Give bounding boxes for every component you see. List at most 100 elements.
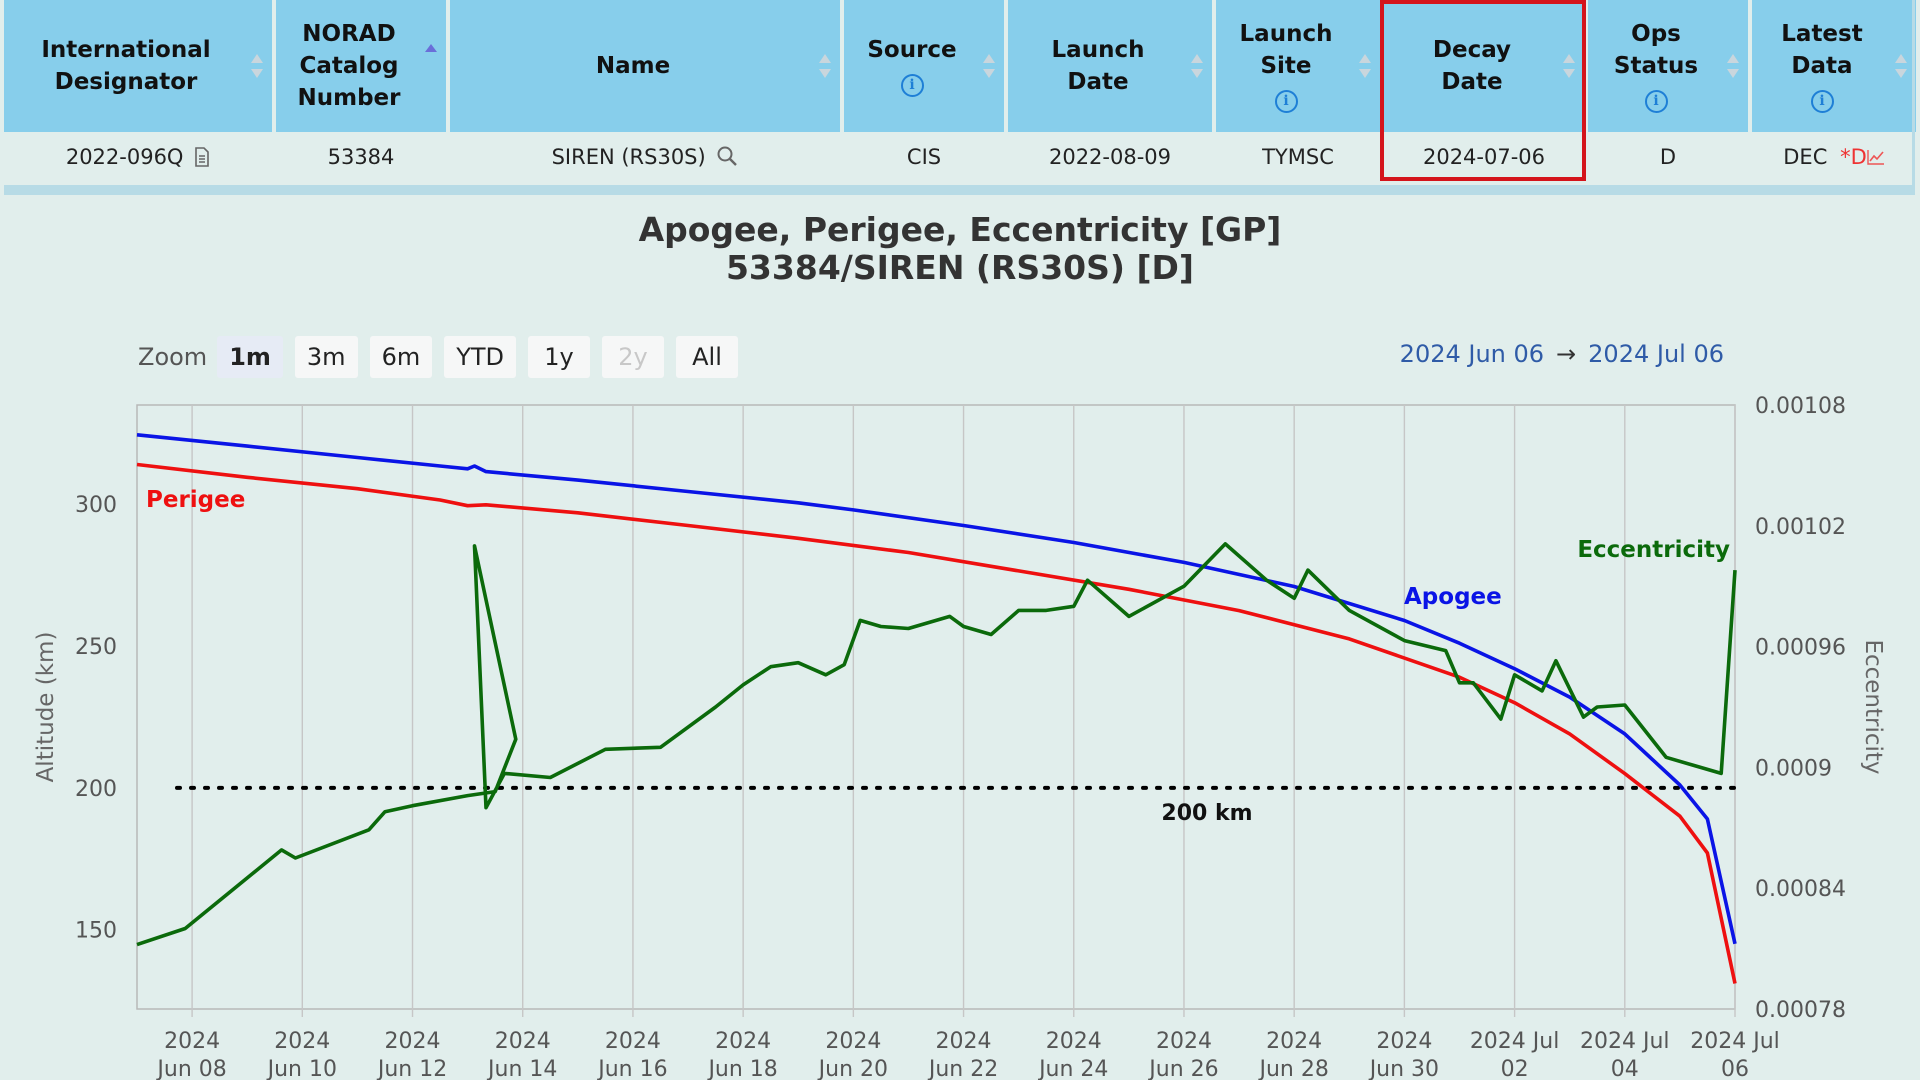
document-icon[interactable]: [194, 147, 210, 167]
zoom-button-ytd[interactable]: YTD: [444, 336, 517, 378]
sort-ascending-icon[interactable]: [424, 44, 438, 76]
x-tick-label: 2024 Jun 26: [1147, 1029, 1218, 1080]
latest-data-flag[interactable]: *D: [1840, 145, 1867, 169]
x-tick-label-line: 04: [1611, 1057, 1639, 1080]
y2-tick-label: 0.00096: [1755, 636, 1846, 661]
x-tick-label: 2024 Jun 14: [486, 1029, 557, 1080]
y-axis-label: Altitude (km): [33, 632, 59, 783]
zoom-button-1m[interactable]: 1m: [217, 336, 283, 378]
x-tick-label-line: Jun 26: [1147, 1057, 1218, 1080]
column-header-label: International Designator: [41, 37, 211, 95]
column-header-label: Name: [595, 53, 671, 79]
x-tick-label-line: 2024: [164, 1029, 220, 1054]
y2-tick-label: 0.00084: [1755, 877, 1846, 902]
column-header-label: NORAD Catalog Number: [297, 21, 401, 111]
sort-icon[interactable]: [250, 50, 264, 82]
x-tick-label-line: Jun 10: [266, 1057, 337, 1080]
cell-launch-site: TYMSC: [1216, 132, 1380, 182]
column-header-international-designator[interactable]: International Designator: [4, 0, 272, 132]
y-tick-label: 200: [75, 777, 117, 802]
column-header-latest-data[interactable]: Latest Data i: [1752, 0, 1916, 132]
column-header-launch-date[interactable]: Launch Date: [1008, 0, 1212, 132]
y2-tick-label: 0.00108: [1755, 394, 1846, 419]
x-tick-label-line: 2024 Jul: [1690, 1029, 1780, 1054]
cell-decay-date: 2024-07-06: [1384, 132, 1584, 182]
cell-ops-status: D: [1588, 132, 1748, 182]
series-line-apogee: [136, 433, 1737, 945]
zoom-button-6m[interactable]: 6m: [369, 336, 433, 378]
series-line-eccentricity: [136, 542, 1737, 947]
x-tick-label: 2024 Jul 06: [1690, 1029, 1780, 1080]
plot-border: [136, 404, 1736, 1010]
info-icon[interactable]: i: [1274, 90, 1298, 113]
x-tick-label: 2024 Jun 18: [706, 1029, 777, 1080]
sort-icon[interactable]: [1726, 50, 1740, 82]
cell-launch-date: 2022-08-09: [1008, 132, 1212, 182]
range-arrow-icon: →: [1556, 340, 1577, 368]
label-layer: 200 km Perigee Apogee Eccentricity: [146, 487, 1730, 826]
x-tick-label-line: Jun 28: [1257, 1057, 1328, 1080]
x-tick-label-line: Jun 14: [486, 1057, 557, 1080]
zoom-button-all[interactable]: All: [676, 336, 739, 378]
sort-icon[interactable]: [818, 50, 832, 82]
x-tick-label: 2024 Jun 28: [1257, 1029, 1328, 1080]
sort-icon[interactable]: [982, 50, 996, 82]
column-header-label: Ops Status: [1613, 21, 1699, 79]
y2-tick-label: 0.00078: [1755, 998, 1846, 1023]
series-layer: [136, 433, 1737, 984]
intl-designator-value: 2022-096Q: [65, 145, 184, 169]
x-tick-label-line: 06: [1721, 1057, 1749, 1080]
sort-icon[interactable]: [1562, 50, 1576, 82]
table-bottom-bar: [4, 185, 1914, 195]
column-header-ops-status[interactable]: Ops Status i: [1588, 0, 1748, 132]
x-tick-label: 2024 Jun 12: [376, 1029, 447, 1080]
sort-icon[interactable]: [1190, 50, 1204, 82]
column-header-label: Latest Data: [1781, 21, 1863, 79]
x-tick-label-line: 2024: [715, 1029, 771, 1054]
cell-latest-data: DEC *D: [1752, 132, 1916, 182]
x-tick-label: 2024 Jun 10: [266, 1029, 337, 1080]
x-tick-label: 2024 Jun 20: [817, 1029, 888, 1080]
y2-tick-label: 0.00102: [1755, 515, 1846, 540]
x-tick-label: 2024 Jul 04: [1580, 1029, 1670, 1080]
column-header-norad-catalog-number[interactable]: NORAD Catalog Number: [276, 0, 446, 132]
x-tick-label-line: 2024: [825, 1029, 881, 1054]
zoom-button-3m[interactable]: 3m: [294, 336, 358, 378]
satellite-name-value: SIREN (RS30S): [551, 145, 706, 169]
axes: 2024 Jun 08 2024 Jun 10 2024 Jun 12 2024 Jun 14…: [33, 394, 1886, 1080]
column-header-launch-site[interactable]: Launch Site i: [1216, 0, 1380, 132]
y-tick-label: 150: [75, 919, 117, 944]
info-icon[interactable]: i: [1644, 90, 1668, 113]
x-tick-label: 2024 Jun 30: [1368, 1029, 1439, 1080]
x-tick-label-line: Jun 18: [706, 1057, 777, 1080]
date-range-display: 2024 Jun 06 → 2024 Jul 06: [1400, 340, 1724, 368]
chart-subtitle: 53384/SIREN (RS30S) [D]: [725, 248, 1195, 287]
x-tick-label: 2024 Jun 24: [1037, 1029, 1108, 1080]
sort-icon[interactable]: [1358, 50, 1372, 82]
info-icon[interactable]: i: [900, 74, 924, 97]
search-icon[interactable]: [716, 145, 738, 167]
series-label-eccentricity: Eccentricity: [1577, 537, 1730, 563]
x-tick-label: 2024 Jun 22: [927, 1029, 998, 1080]
table-right-edge: [1912, 0, 1915, 195]
x-tick-label-line: 2024: [1046, 1029, 1102, 1054]
satellite-table: International Designator NORAD Catalog Nu…: [0, 0, 1920, 182]
chart-icon[interactable]: [1867, 149, 1885, 165]
info-icon[interactable]: i: [1810, 90, 1834, 113]
x-tick-label-line: 2024: [1376, 1029, 1432, 1054]
zoom-label: Zoom: [138, 343, 208, 371]
column-header-source[interactable]: Source i: [844, 0, 1004, 132]
series-label-apogee: Apogee: [1404, 584, 1502, 610]
range-from[interactable]: 2024 Jun 06: [1399, 340, 1545, 368]
x-tick-label: 2024 Jul 02: [1470, 1029, 1560, 1080]
range-to[interactable]: 2024 Jul 06: [1588, 340, 1724, 368]
y-tick-label: 300: [75, 493, 117, 518]
column-header-decay-date[interactable]: Decay Date: [1384, 0, 1584, 132]
x-tick-label-line: 2024: [495, 1029, 551, 1054]
sort-icon[interactable]: [1894, 50, 1908, 82]
table-header-row: International Designator NORAD Catalog Nu…: [4, 0, 1916, 132]
column-header-name[interactable]: Name: [450, 0, 840, 132]
zoom-button-1y[interactable]: 1y: [528, 336, 591, 378]
x-tick-label-line: 2024: [385, 1029, 441, 1054]
